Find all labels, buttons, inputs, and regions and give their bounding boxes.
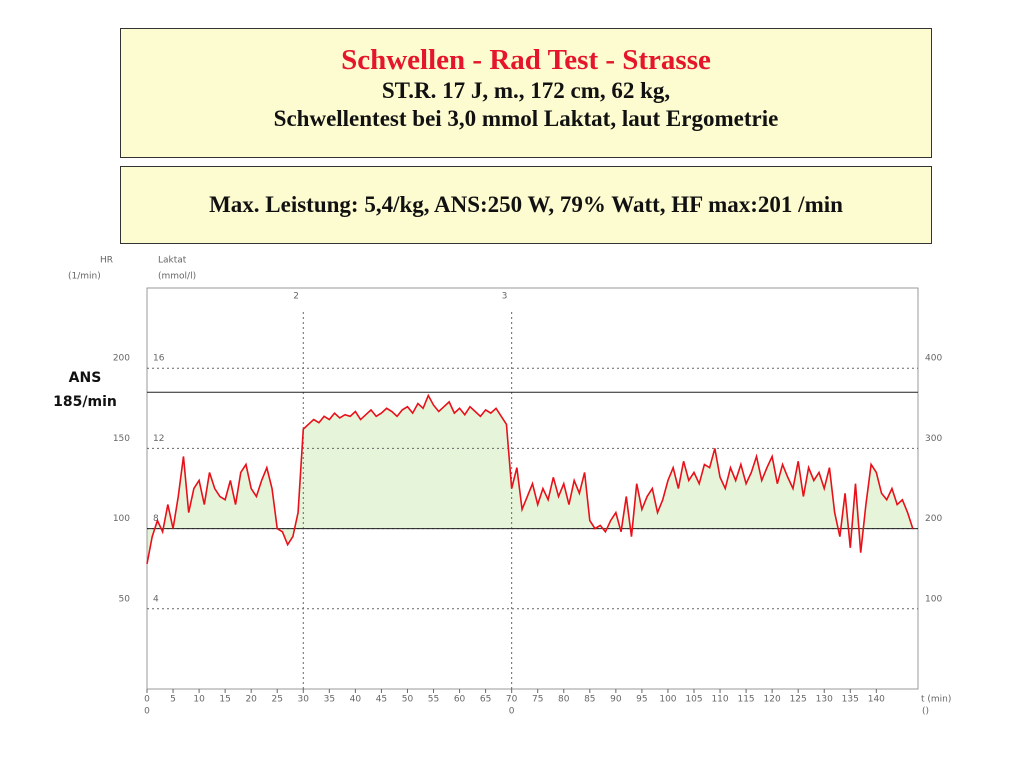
hr-line — [146, 393, 914, 565]
x-tick-label: 140 — [868, 695, 885, 705]
x-tick-label: 20 — [245, 695, 257, 705]
y3-tick-label: 300 — [925, 434, 942, 444]
x-tick-label: 65 — [480, 695, 491, 705]
x-tick-label: 105 — [685, 695, 702, 705]
x-tick-label: 100 — [659, 695, 676, 705]
x-tick-label: 15 — [219, 695, 230, 705]
x-axis-label: t (min) — [921, 695, 951, 705]
x-tick-label: 90 — [610, 695, 622, 705]
x-tick-label: 110 — [711, 695, 728, 705]
x2-tick-label: 0 — [144, 707, 150, 717]
y3-tick-label: 200 — [925, 514, 942, 524]
y2-axis-label: Laktat — [158, 256, 187, 266]
y2-tick-label: 12 — [153, 434, 164, 444]
x-tick-label: 135 — [842, 695, 859, 705]
plot-frame — [146, 287, 919, 690]
x-tick-label: 75 — [532, 695, 543, 705]
ans-label: ANS — [69, 370, 102, 386]
x-tick-label: 95 — [636, 695, 647, 705]
y3-tick-label: 400 — [925, 354, 942, 364]
title-box: Schwellen - Rad Test - Strasse ST.R. 17 … — [120, 28, 932, 158]
x-tick-label: 5 — [170, 695, 176, 705]
area-fill — [147, 395, 913, 564]
y-axis-unit: (1/min) — [68, 272, 101, 282]
subtitle: Schwellentest bei 3,0 mmol Laktat, laut … — [273, 106, 779, 131]
y-tick-label: 150 — [113, 434, 130, 444]
y2-tick-label: 8 — [153, 514, 159, 524]
x-tick-label: 130 — [816, 695, 833, 705]
y3-tick-label: 100 — [925, 594, 942, 604]
subtitle: ST.R. 17 J, m., 172 cm, 62 kg, — [381, 78, 671, 103]
x-tick-label: 70 — [506, 695, 518, 705]
y2-axis-unit: (mmol/l) — [158, 272, 196, 282]
title: Schwellen - Rad Test - Strasse — [341, 44, 711, 76]
x-tick-label: 80 — [558, 695, 570, 705]
y-axis-label: HR — [100, 256, 113, 266]
x-tick-label: 115 — [737, 695, 754, 705]
x-tick-label: 25 — [272, 695, 283, 705]
x-tick-label: 120 — [764, 695, 781, 705]
y-tick-label: 100 — [113, 514, 130, 524]
y-tick-label: 200 — [113, 354, 130, 364]
x-tick-label: 45 — [376, 695, 387, 705]
y-tick-label: 50 — [119, 594, 131, 604]
x-tick-label: 125 — [790, 695, 807, 705]
y2-tick-label: 16 — [153, 354, 165, 364]
x-axis-unit: () — [922, 707, 929, 717]
marker-label: 3 — [502, 292, 508, 302]
x-tick-label: 35 — [324, 695, 335, 705]
x-tick-label: 40 — [350, 695, 362, 705]
y2-tick-label: 4 — [153, 594, 159, 604]
x-tick-label: 55 — [428, 695, 439, 705]
x-tick-label: 60 — [454, 695, 466, 705]
marker-label: 2 — [293, 292, 299, 302]
x2-tick-label: 0 — [509, 707, 515, 717]
ans-value-label: 185/min — [53, 394, 117, 410]
x-tick-label: 85 — [584, 695, 595, 705]
summary-box: Max. Leistung: 5,4/kg, ANS:250 W, 79% Wa… — [120, 166, 932, 244]
x-tick-label: 50 — [402, 695, 414, 705]
x-tick-label: 30 — [298, 695, 310, 705]
x-tick-label: 0 — [144, 695, 150, 705]
summary: Max. Leistung: 5,4/kg, ANS:250 W, 79% Wa… — [209, 192, 843, 217]
x-tick-label: 10 — [193, 695, 205, 705]
